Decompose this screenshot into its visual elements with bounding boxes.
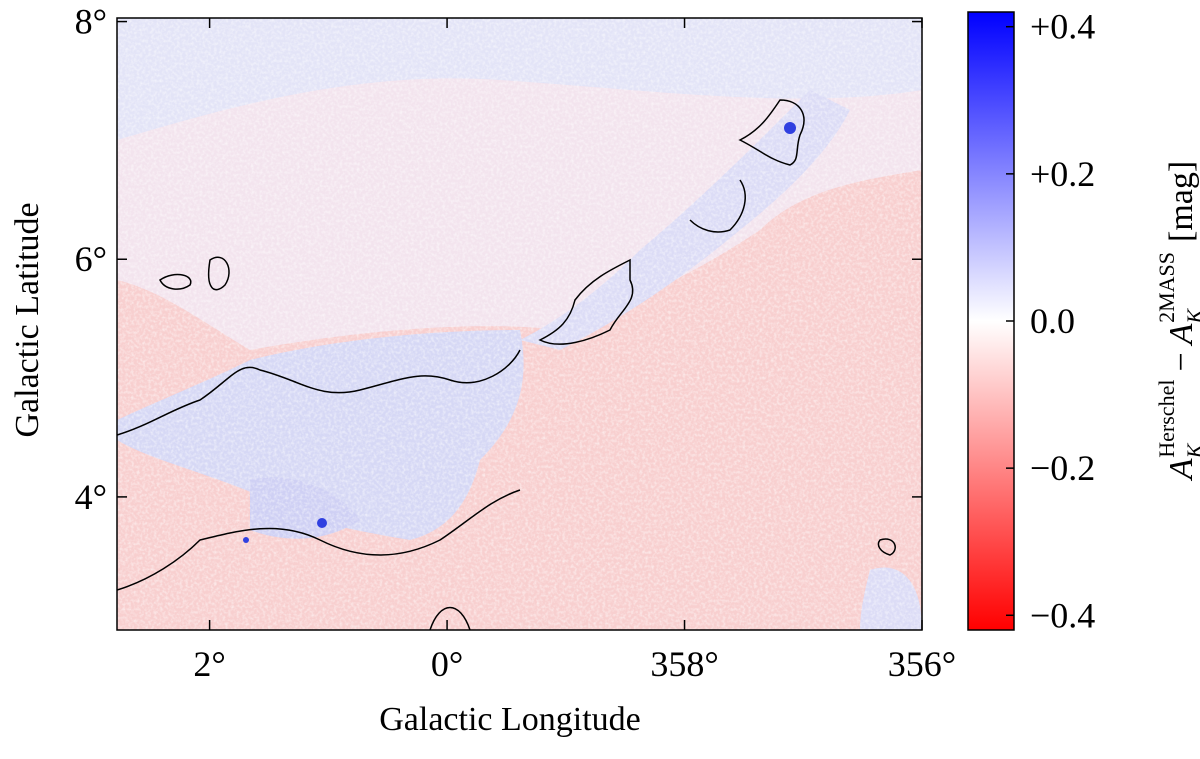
map-feature — [784, 122, 796, 134]
cb-symbol: A — [1163, 458, 1200, 481]
colorbar-tick-label: +0.4 — [1030, 7, 1095, 47]
colorbar-label: AKHerschel−AK2MASS[mag] — [1154, 161, 1200, 481]
map-feature — [317, 518, 327, 528]
colorbar-tick-label: 0.0 — [1030, 301, 1075, 341]
cb-op: − — [1163, 352, 1200, 371]
y-tick-label: 4° — [75, 477, 107, 517]
y-tick-label: 6° — [75, 239, 107, 279]
cb-unit: [mag] — [1163, 161, 1200, 242]
cb-sup: 2MASS — [1154, 252, 1179, 323]
cb-sub: K — [1182, 442, 1200, 459]
y-tick-label: 8° — [75, 2, 107, 42]
map-image — [117, 18, 922, 630]
cb-sub: K — [1182, 308, 1200, 325]
x-axis-label: Galactic Longitude — [379, 701, 641, 738]
y-axis-label: Galactic Latitude — [9, 202, 46, 437]
colorbar-tick-label: +0.2 — [1030, 154, 1095, 194]
x-tick-label: 0° — [431, 644, 463, 684]
colorbar-tick-label: −0.4 — [1030, 595, 1095, 635]
cb-symbol: A — [1163, 323, 1200, 346]
colorbar-tick-label: −0.2 — [1030, 448, 1095, 488]
map-feature — [243, 537, 249, 543]
x-tick-label: 358° — [650, 644, 718, 684]
plot-frame — [116, 17, 923, 631]
x-tick-label: 356° — [888, 644, 956, 684]
x-tick-label: 2° — [193, 644, 225, 684]
cb-sup: Herschel — [1154, 380, 1179, 458]
